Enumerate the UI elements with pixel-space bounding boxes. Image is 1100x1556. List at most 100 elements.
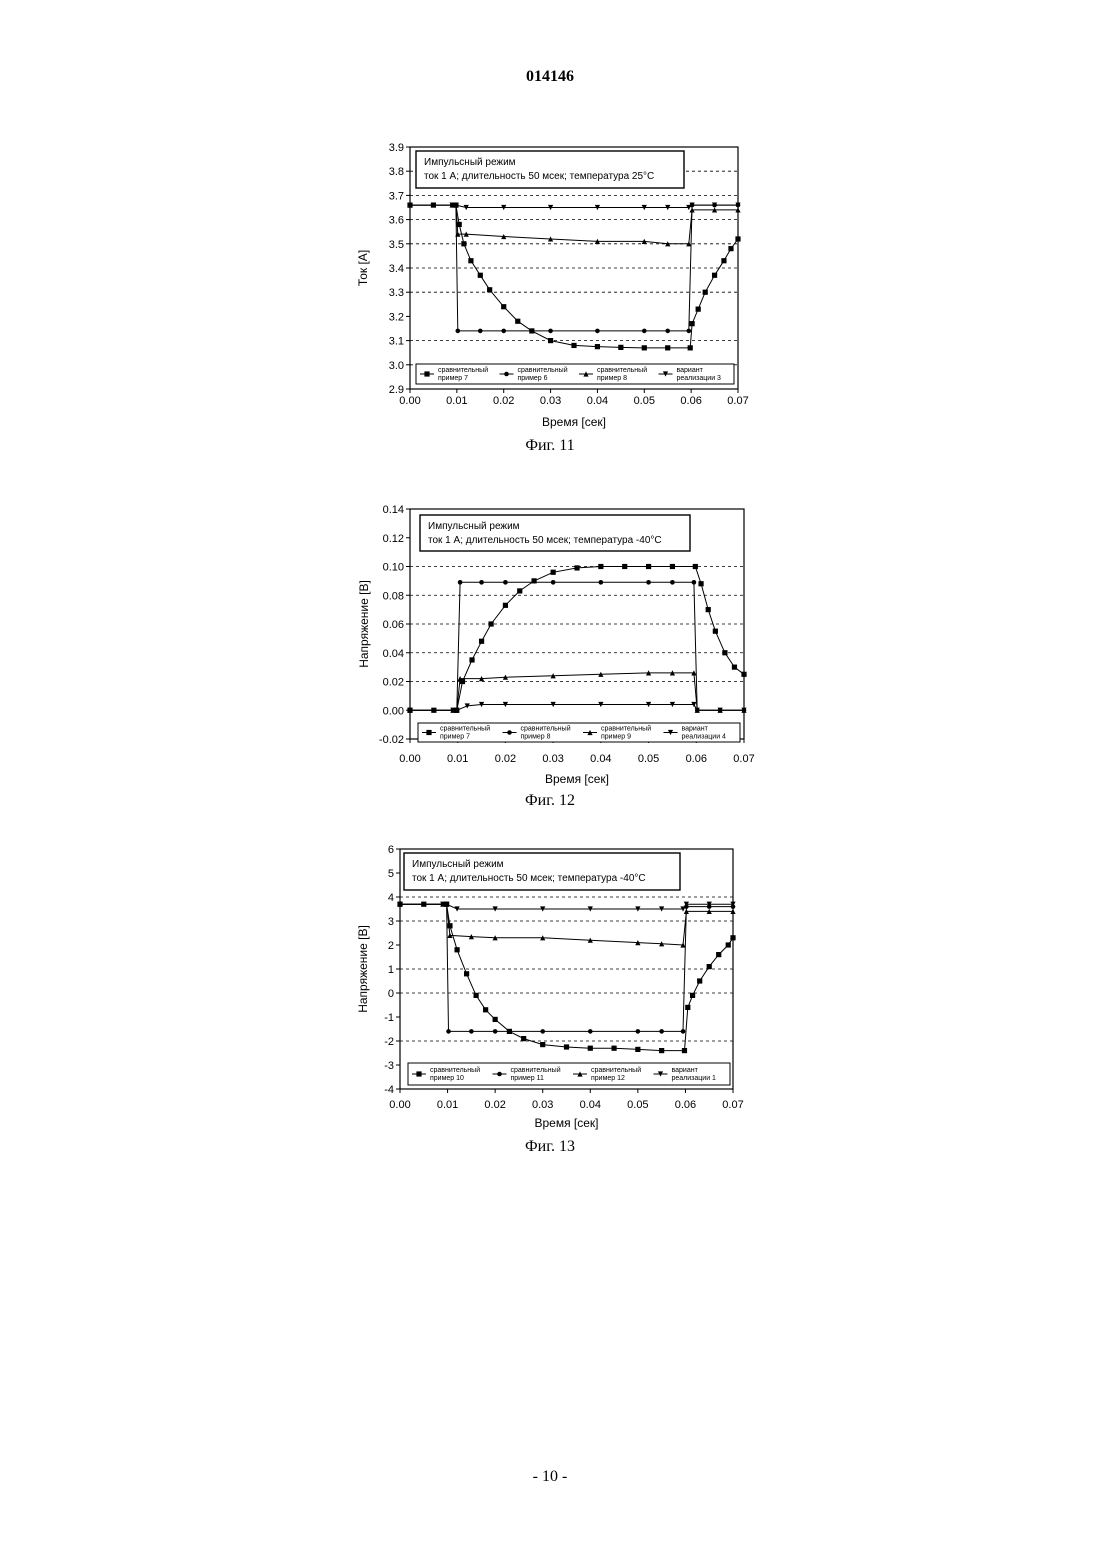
data-point [622,564,627,569]
data-point [713,629,718,634]
legend-label-line-2: пример 6 [518,375,548,382]
data-point [722,650,727,655]
legend-label-line-1: сравнительный [438,366,488,374]
x-tick-label: 0.04 [580,1099,601,1111]
legend-label-line-2: пример 8 [521,734,551,741]
data-point [646,580,651,585]
x-tick-label: 0.07 [733,753,754,765]
data-point [588,1029,593,1034]
legend-marker [416,1071,421,1076]
data-point [681,1029,686,1034]
data-point [489,621,494,626]
data-point [693,564,698,569]
figure-caption-13: Фиг. 13 [0,1138,1100,1156]
x-tick-label: 0.01 [447,753,468,765]
y-tick-label: -3 [384,1060,394,1072]
data-point [635,1047,640,1052]
legend-marker [507,730,512,735]
chart-fig-13: -4-3-2-101234560.000.010.020.030.040.050… [0,835,1100,1135]
data-point [455,329,460,334]
data-point [692,580,697,585]
y-tick-label: 0.12 [383,533,404,545]
data-point [595,344,600,349]
data-point [670,580,675,585]
y-tick-label: 3.3 [389,287,404,299]
y-axis-label: Напряжение [В] [357,580,371,668]
y-tick-label: 3.0 [389,360,404,372]
series-3 [407,670,746,713]
y-tick-label: 0.02 [383,677,404,689]
data-point [707,964,712,969]
data-point [642,345,647,350]
data-point [588,1046,593,1051]
y-tick-label: -4 [384,1084,394,1096]
data-point [670,564,675,569]
data-point [689,321,694,326]
x-tick-label: 0.01 [437,1099,458,1111]
figure-caption-11: Фиг. 11 [0,437,1100,455]
x-tick-label: 0.07 [727,395,748,407]
data-point [646,564,651,569]
data-point [487,287,492,292]
x-tick-label: 0.02 [495,753,516,765]
annotation-line-2: ток 1 А; длительность 50 мсек; температу… [412,873,646,884]
x-tick-label: 0.05 [627,1099,648,1111]
x-tick-label: 0.06 [686,753,707,765]
y-tick-label: 0.08 [383,590,404,602]
data-point [517,588,522,593]
x-tick-label: 0.03 [532,1099,553,1111]
legend-label-line-2: пример 10 [430,1075,464,1082]
x-tick-label: 0.04 [587,395,608,407]
y-axis-label: Ток [А] [356,250,370,286]
data-point [446,1029,451,1034]
data-point [696,307,701,312]
series-3 [407,202,740,246]
data-point [732,665,737,670]
data-point [501,304,506,309]
y-tick-label: 3 [388,916,394,928]
y-tick-label: 1 [388,964,394,976]
legend-label-line-1: сравнительный [430,1066,480,1074]
y-tick-label: 0.14 [383,504,404,516]
legend-label-line-2: пример 9 [601,734,631,741]
legend-label-line-1: вариант [672,1067,699,1074]
y-tick-label: 5 [388,868,394,880]
y-tick-label: -2 [384,1036,394,1048]
data-point [564,1044,569,1049]
annotation-line-1: Импульсный режим [428,521,520,532]
chart-fig-12: -0.020.000.020.040.060.080.100.120.140.0… [0,495,1100,795]
figure-caption-12: Фиг. 12 [0,792,1100,810]
data-point [493,1029,498,1034]
data-point [458,580,463,585]
x-tick-label: 0.01 [446,395,467,407]
annotation-line-1: Импульсный режим [424,157,516,168]
legend-label-line-1: вариант [682,726,709,733]
data-point [478,273,483,278]
data-point [642,329,647,334]
y-tick-label: -0.02 [379,734,404,746]
data-point [659,1029,664,1034]
y-tick-label: 0.00 [383,705,404,717]
data-point [551,580,556,585]
x-tick-label: 0.07 [722,1099,743,1111]
data-point [728,246,733,251]
page-number: - 10 - [0,1468,1100,1486]
data-point [735,236,740,241]
y-tick-label: 3.7 [389,190,404,202]
y-tick-label: 0.04 [383,648,404,660]
data-point [688,345,693,350]
y-axis-label: Напряжение [В] [356,925,370,1013]
data-point [469,657,474,662]
legend-label-line-1: вариант [677,367,704,374]
data-point [682,1048,687,1053]
x-tick-label: 0.03 [540,395,561,407]
legend-label-line-2: пример 7 [438,375,468,382]
x-tick-label: 0.03 [542,753,563,765]
x-tick-label: 0.06 [680,395,701,407]
x-axis-label: Время [сек] [542,415,606,429]
data-point [730,935,735,940]
data-point [721,258,726,263]
data-point [461,241,466,246]
data-point [598,564,603,569]
data-point [687,329,692,334]
